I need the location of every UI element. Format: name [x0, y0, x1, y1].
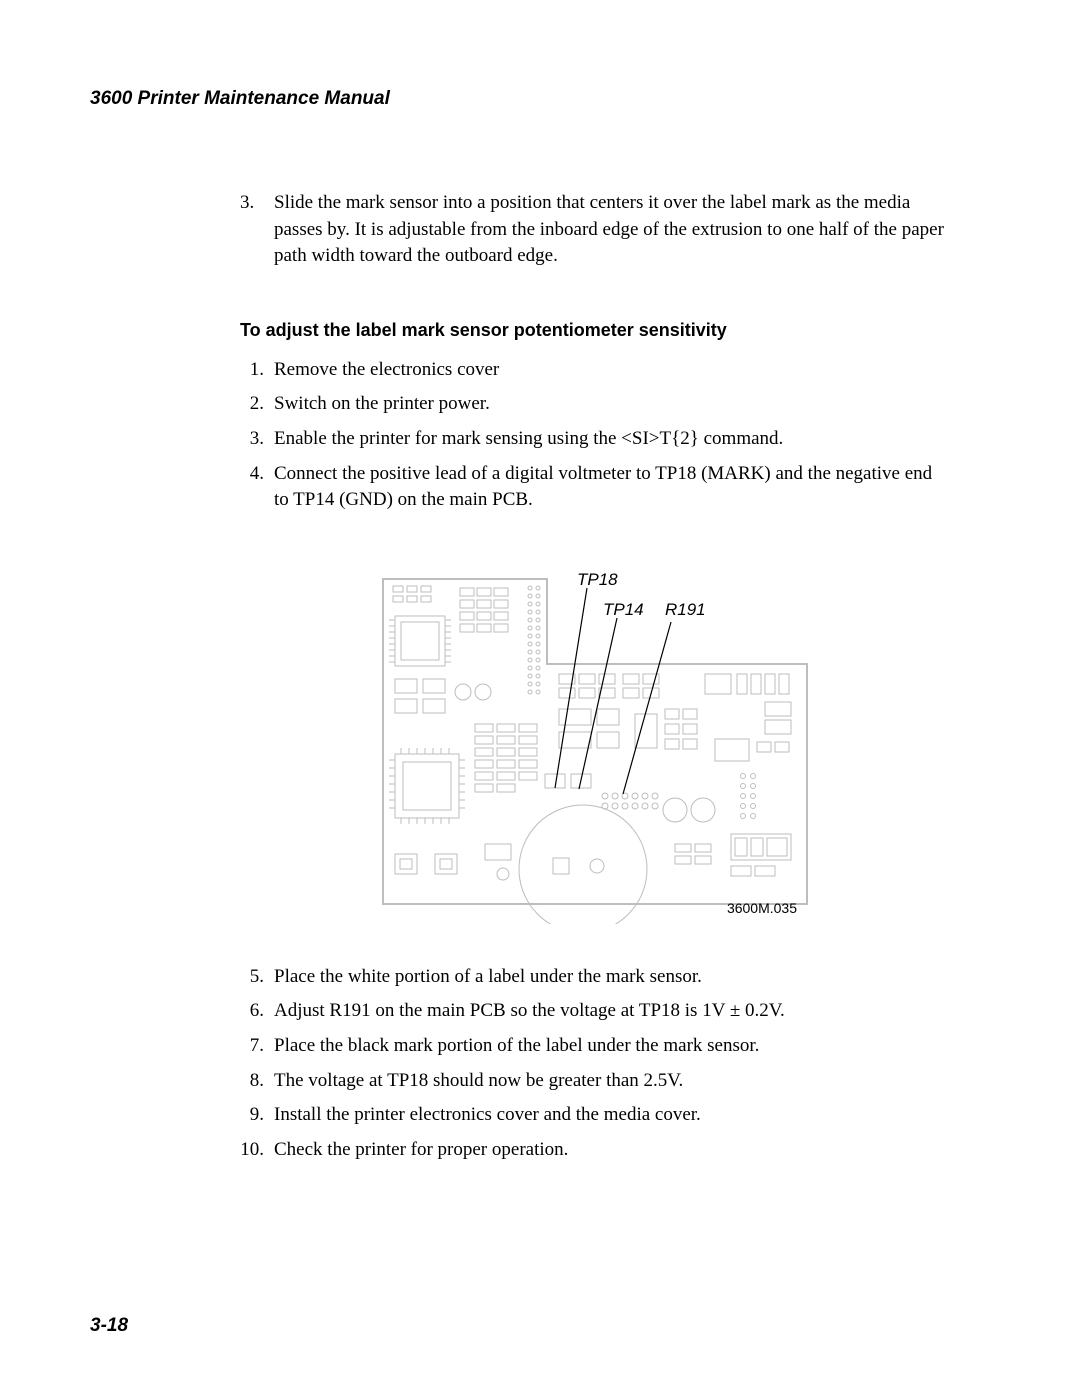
figure-id: 3600M.035 — [727, 900, 797, 916]
step-1: Remove the electronics cover — [240, 357, 950, 384]
pcb-figure: TP18 TP14 R191 3600M.035 — [375, 544, 815, 924]
step-3: Enable the printer for mark sensing usin… — [240, 426, 950, 453]
step-10: Check the printer for proper operation. — [240, 1137, 950, 1164]
step-4: Connect the positive lead of a digital v… — [240, 461, 950, 514]
procedure-steps-after: Place the white portion of a label under… — [240, 964, 950, 1164]
step-8: The voltage at TP18 should now be greate… — [240, 1068, 950, 1095]
procedure-steps-before: Remove the electronics cover Switch on t… — [240, 357, 950, 514]
step-9: Install the printer electronics cover an… — [240, 1102, 950, 1129]
step-6: Adjust R191 on the main PCB so the volta… — [240, 998, 950, 1025]
callout-r191: R191 — [665, 600, 706, 620]
page-number: 3-18 — [90, 1315, 128, 1337]
page-content: Slide the mark sensor into a position th… — [240, 190, 950, 1163]
step-2: Switch on the printer power. — [240, 391, 950, 418]
step-7: Place the black mark portion of the labe… — [240, 1033, 950, 1060]
pcb-diagram — [375, 544, 815, 924]
callout-tp14: TP14 — [603, 600, 644, 620]
section-heading: To adjust the label mark sensor potentio… — [240, 320, 950, 341]
page-header-title: 3600 Printer Maintenance Manual — [90, 88, 990, 110]
intro-step-list: Slide the mark sensor into a position th… — [240, 190, 950, 270]
step-5: Place the white portion of a label under… — [240, 964, 950, 991]
intro-step-3: Slide the mark sensor into a position th… — [240, 190, 950, 270]
callout-tp18: TP18 — [577, 570, 618, 590]
